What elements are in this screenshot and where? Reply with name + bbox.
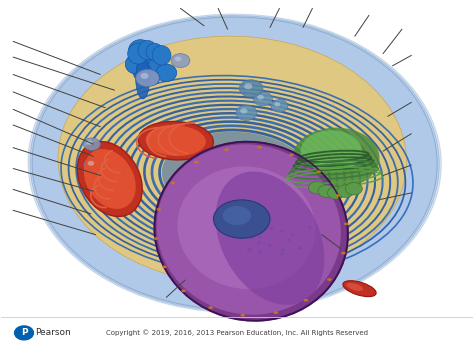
Ellipse shape xyxy=(125,54,146,74)
Ellipse shape xyxy=(240,314,245,317)
Ellipse shape xyxy=(343,281,376,297)
Ellipse shape xyxy=(194,161,199,164)
Ellipse shape xyxy=(216,172,324,305)
Ellipse shape xyxy=(346,283,363,291)
Ellipse shape xyxy=(240,108,247,114)
Ellipse shape xyxy=(162,265,167,268)
Ellipse shape xyxy=(280,253,283,256)
Ellipse shape xyxy=(336,194,340,197)
Ellipse shape xyxy=(236,105,257,120)
Ellipse shape xyxy=(84,158,103,172)
Ellipse shape xyxy=(154,237,158,240)
Ellipse shape xyxy=(290,233,294,236)
Ellipse shape xyxy=(344,223,349,225)
Ellipse shape xyxy=(156,208,161,211)
Ellipse shape xyxy=(264,221,267,224)
Ellipse shape xyxy=(87,140,93,145)
Ellipse shape xyxy=(257,241,261,244)
Ellipse shape xyxy=(146,125,206,156)
Ellipse shape xyxy=(138,121,213,160)
Ellipse shape xyxy=(337,185,354,198)
Ellipse shape xyxy=(257,146,262,148)
Circle shape xyxy=(15,326,34,340)
Ellipse shape xyxy=(146,43,163,61)
Ellipse shape xyxy=(318,185,335,198)
Ellipse shape xyxy=(143,70,160,86)
Ellipse shape xyxy=(268,244,272,247)
Ellipse shape xyxy=(257,95,264,100)
Ellipse shape xyxy=(152,46,171,65)
Ellipse shape xyxy=(341,252,346,254)
Ellipse shape xyxy=(309,181,326,194)
Ellipse shape xyxy=(254,92,273,106)
Ellipse shape xyxy=(250,236,254,239)
Ellipse shape xyxy=(292,128,380,188)
Ellipse shape xyxy=(239,80,263,97)
Ellipse shape xyxy=(328,187,345,199)
Ellipse shape xyxy=(239,224,243,227)
Ellipse shape xyxy=(136,57,150,99)
Ellipse shape xyxy=(244,83,252,89)
Ellipse shape xyxy=(281,249,285,252)
Ellipse shape xyxy=(298,247,301,250)
Ellipse shape xyxy=(303,299,308,302)
Ellipse shape xyxy=(128,40,152,61)
Ellipse shape xyxy=(316,170,321,173)
Ellipse shape xyxy=(209,306,213,309)
Ellipse shape xyxy=(253,233,334,272)
Ellipse shape xyxy=(30,15,439,311)
Ellipse shape xyxy=(157,144,341,314)
Ellipse shape xyxy=(128,43,148,64)
Ellipse shape xyxy=(287,239,291,241)
Ellipse shape xyxy=(138,40,157,60)
Ellipse shape xyxy=(346,183,362,195)
Ellipse shape xyxy=(223,206,251,225)
Ellipse shape xyxy=(140,73,149,79)
Ellipse shape xyxy=(122,45,238,83)
Text: Copyright © 2019, 2016, 2013 Pearson Education, Inc. All Rights Reserved: Copyright © 2019, 2016, 2013 Pearson Edu… xyxy=(106,330,368,336)
Ellipse shape xyxy=(175,57,182,61)
Ellipse shape xyxy=(181,290,186,292)
Ellipse shape xyxy=(213,200,270,238)
Ellipse shape xyxy=(83,138,100,151)
Ellipse shape xyxy=(147,58,166,77)
Ellipse shape xyxy=(258,251,262,253)
Ellipse shape xyxy=(247,249,251,252)
Ellipse shape xyxy=(224,148,229,151)
Ellipse shape xyxy=(289,153,294,156)
Ellipse shape xyxy=(133,64,152,81)
Ellipse shape xyxy=(327,278,332,281)
Ellipse shape xyxy=(28,14,441,312)
Ellipse shape xyxy=(281,230,284,232)
Ellipse shape xyxy=(136,69,159,87)
Ellipse shape xyxy=(308,226,312,229)
Ellipse shape xyxy=(249,248,253,251)
Ellipse shape xyxy=(240,221,244,224)
Ellipse shape xyxy=(58,36,407,284)
Ellipse shape xyxy=(271,100,288,112)
Ellipse shape xyxy=(162,132,312,219)
Ellipse shape xyxy=(137,52,158,69)
Ellipse shape xyxy=(155,142,348,321)
Ellipse shape xyxy=(281,248,285,251)
Text: P: P xyxy=(21,329,27,337)
Ellipse shape xyxy=(301,130,362,172)
Ellipse shape xyxy=(88,161,94,166)
Ellipse shape xyxy=(273,311,278,314)
Ellipse shape xyxy=(77,141,142,217)
Ellipse shape xyxy=(270,227,273,230)
Ellipse shape xyxy=(171,181,175,184)
Ellipse shape xyxy=(177,166,316,289)
Ellipse shape xyxy=(274,102,280,106)
Ellipse shape xyxy=(84,149,136,209)
Ellipse shape xyxy=(32,17,437,310)
Ellipse shape xyxy=(171,54,190,67)
Ellipse shape xyxy=(156,64,177,81)
Ellipse shape xyxy=(237,220,240,223)
Ellipse shape xyxy=(258,236,262,239)
Text: Pearson: Pearson xyxy=(36,329,71,337)
